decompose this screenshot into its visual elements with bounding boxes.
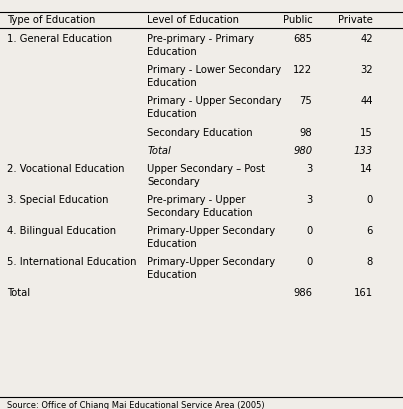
- Text: Level of Education: Level of Education: [147, 15, 239, 25]
- Text: 6: 6: [366, 225, 373, 235]
- Text: 3: 3: [306, 163, 312, 173]
- Text: 44: 44: [360, 96, 373, 106]
- Text: 0: 0: [306, 225, 312, 235]
- Text: Primary - Lower Secondary: Primary - Lower Secondary: [147, 65, 281, 75]
- Text: Education: Education: [147, 270, 197, 279]
- Text: 3. Special Education: 3. Special Education: [7, 194, 109, 204]
- Text: Pre-primary - Primary: Pre-primary - Primary: [147, 34, 254, 44]
- Text: Source: Office of Chiang Mai Educational Service Area (2005): Source: Office of Chiang Mai Educational…: [7, 400, 265, 409]
- Text: Education: Education: [147, 47, 197, 57]
- Text: Pre-primary - Upper: Pre-primary - Upper: [147, 194, 245, 204]
- Text: Education: Education: [147, 78, 197, 88]
- Text: 42: 42: [360, 34, 373, 44]
- Text: Secondary Education: Secondary Education: [147, 207, 253, 217]
- Text: 122: 122: [293, 65, 312, 75]
- Text: 980: 980: [293, 145, 312, 155]
- Text: Primary - Upper Secondary: Primary - Upper Secondary: [147, 96, 282, 106]
- Text: 1. General Education: 1. General Education: [7, 34, 112, 44]
- Text: 0: 0: [306, 256, 312, 266]
- Text: Primary-Upper Secondary: Primary-Upper Secondary: [147, 256, 275, 266]
- Text: 98: 98: [300, 127, 312, 137]
- Text: Private: Private: [338, 15, 373, 25]
- Text: 75: 75: [299, 96, 312, 106]
- Text: 8: 8: [366, 256, 373, 266]
- Text: Type of Education: Type of Education: [7, 15, 96, 25]
- Text: 4. Bilingual Education: 4. Bilingual Education: [7, 225, 116, 235]
- Text: 5. International Education: 5. International Education: [7, 256, 137, 266]
- Text: Total: Total: [7, 288, 30, 297]
- Text: 685: 685: [293, 34, 312, 44]
- Text: 32: 32: [360, 65, 373, 75]
- Text: Primary-Upper Secondary: Primary-Upper Secondary: [147, 225, 275, 235]
- Text: 0: 0: [366, 194, 373, 204]
- Text: 3: 3: [306, 194, 312, 204]
- Text: 133: 133: [354, 145, 373, 155]
- Text: Public: Public: [283, 15, 312, 25]
- Text: Secondary Education: Secondary Education: [147, 127, 253, 137]
- Text: 2. Vocational Education: 2. Vocational Education: [7, 163, 125, 173]
- Text: Education: Education: [147, 238, 197, 248]
- Text: 986: 986: [293, 288, 312, 297]
- Text: 14: 14: [360, 163, 373, 173]
- Text: Total: Total: [147, 145, 171, 155]
- Text: 15: 15: [360, 127, 373, 137]
- Text: Secondary: Secondary: [147, 176, 200, 186]
- Text: 161: 161: [354, 288, 373, 297]
- Text: Education: Education: [147, 109, 197, 119]
- Text: Upper Secondary – Post: Upper Secondary – Post: [147, 163, 265, 173]
